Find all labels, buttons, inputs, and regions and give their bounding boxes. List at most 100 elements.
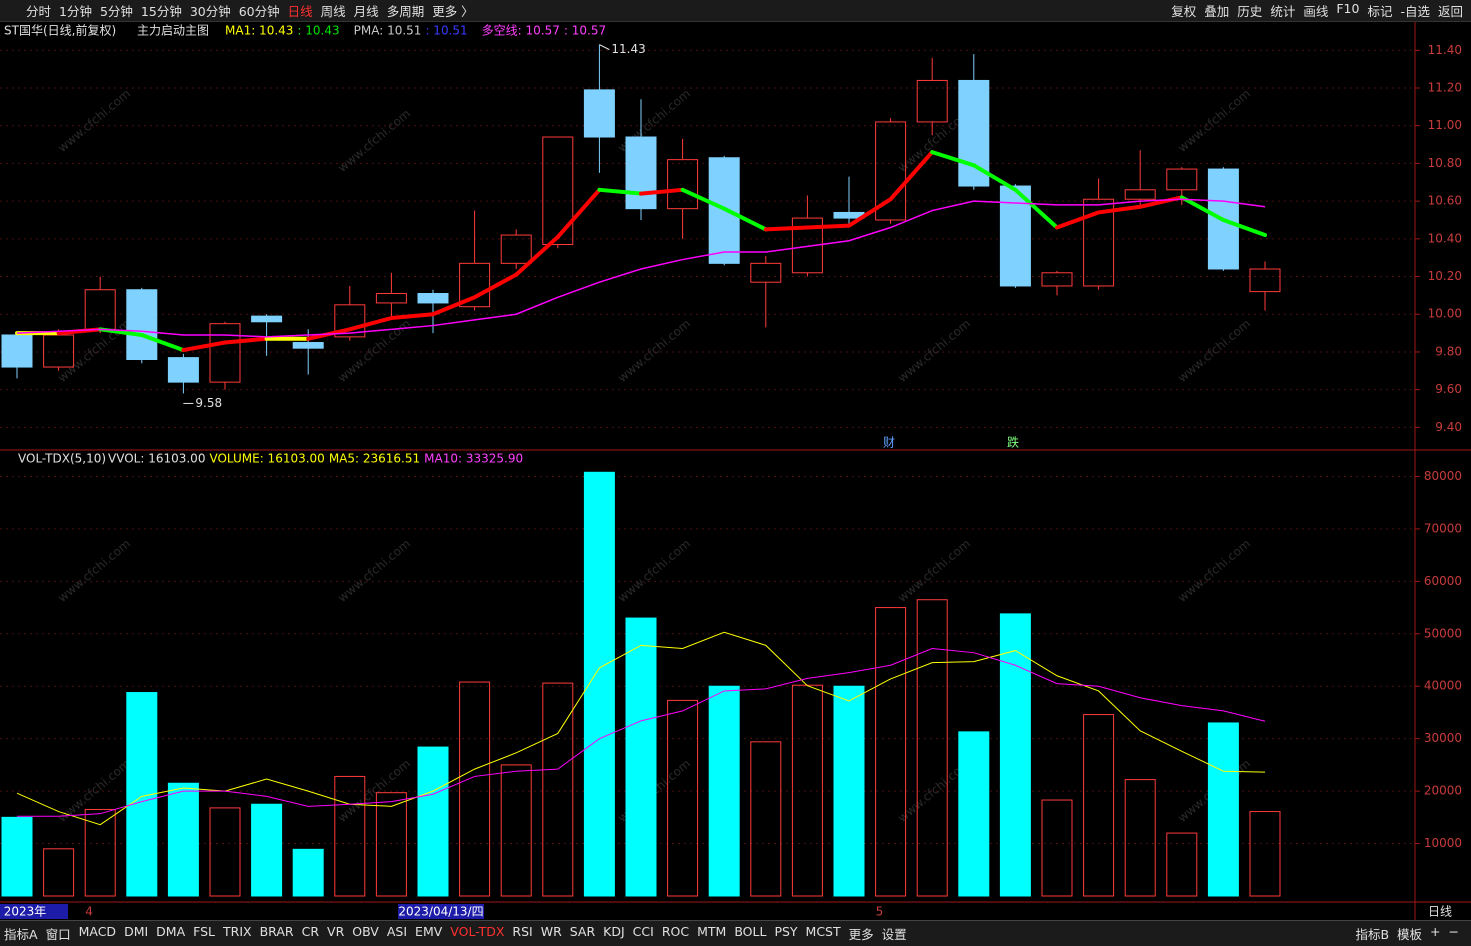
indicator-tab[interactable]: RSI: [512, 924, 533, 939]
indicator-tab[interactable]: 窗口: [45, 927, 71, 942]
watermark: www.cfchi.com: [895, 536, 973, 605]
tool-button[interactable]: 返回: [1437, 4, 1463, 19]
y-tick-label: 70000: [1424, 521, 1462, 535]
tool-button[interactable]: F10: [1336, 1, 1360, 16]
indicator-tab[interactable]: VOL-TDX: [450, 924, 505, 939]
indicator-tab[interactable]: FSL: [193, 924, 216, 939]
indicator-tool[interactable]: −: [1448, 924, 1459, 939]
indicator-tab[interactable]: SAR: [569, 924, 596, 939]
x-tick-label: 5: [876, 905, 884, 919]
indicator-tab[interactable]: EMV: [415, 924, 443, 939]
period-button[interactable]: 月线: [353, 4, 379, 19]
ma-line: [181, 340, 227, 353]
x-tick-label: 4: [85, 905, 93, 919]
indicator-tab[interactable]: 指标A: [4, 927, 38, 942]
volume-bar: [84, 808, 116, 897]
indicator-tab[interactable]: MACD: [78, 924, 117, 939]
indicator-tab[interactable]: CCI: [632, 924, 654, 939]
indicator-tab[interactable]: MTM: [697, 924, 727, 939]
volume-bar: [43, 848, 75, 897]
period-button[interactable]: 5分钟: [99, 4, 133, 19]
legend-entry: : 10.57: [564, 24, 606, 38]
volume-bar: [958, 731, 990, 897]
y-tick-label: 9.40: [1435, 420, 1462, 434]
indicator-tab[interactable]: WR: [540, 924, 562, 939]
legend-entry: MA1: 10.43: [225, 24, 293, 38]
candle-body: [1041, 272, 1073, 287]
candle-body: [958, 79, 990, 187]
period-button[interactable]: 多周期: [386, 4, 425, 19]
ma-line: [1055, 210, 1101, 230]
volume-bar: [292, 848, 324, 897]
volume-bar: [833, 685, 865, 897]
candle-body: [417, 293, 449, 304]
watermark: www.cfchi.com: [335, 106, 413, 175]
period-button[interactable]: 日线: [287, 4, 313, 19]
watermark: www.cfchi.com: [615, 316, 693, 385]
volume-bar: [375, 792, 407, 897]
period-button[interactable]: 更多 〉: [432, 4, 474, 19]
indicator-tab[interactable]: OBV: [352, 924, 379, 939]
indicator-tool[interactable]: 指标B: [1355, 927, 1390, 942]
volume-bar: [1124, 779, 1156, 897]
candle-body: [126, 289, 158, 360]
indicator-tab[interactable]: 设置: [881, 927, 907, 942]
ma-line: [472, 272, 519, 300]
tool-button[interactable]: 历史: [1237, 4, 1263, 19]
y-tick-label: 11.00: [1428, 118, 1462, 132]
indicator-tab[interactable]: DMA: [156, 924, 186, 939]
volume-bar: [251, 803, 283, 897]
tool-button[interactable]: 标记: [1367, 4, 1393, 19]
y-tick-label: 10.80: [1428, 156, 1462, 170]
period-button[interactable]: 15分钟: [140, 4, 182, 19]
ma-line: [888, 150, 935, 202]
candle-body: [1249, 268, 1281, 293]
period-button[interactable]: 周线: [320, 4, 346, 19]
volume-bar: [708, 685, 740, 897]
toolbar: 分时 1分钟 5分钟 15分钟 30分钟 60分钟 日线 周线 月线 多周期 更多 〉 复权 叠加 历史统…: [0, 0, 1471, 22]
indicator-tab[interactable]: 更多: [848, 927, 874, 942]
indicator-tab[interactable]: ROC: [661, 924, 690, 939]
ma-line: [1013, 187, 1059, 230]
indicator-tab[interactable]: BOLL: [734, 924, 767, 939]
legend-entry: MA5: 23616.51: [329, 452, 420, 466]
period-button[interactable]: 1分钟: [59, 4, 92, 19]
volume-bar: [209, 807, 241, 897]
y-tick-label: 11.20: [1428, 80, 1462, 94]
y-tick-label: 20000: [1424, 784, 1462, 798]
indicator-tab[interactable]: MCST: [805, 924, 841, 939]
volume-bar: [334, 775, 366, 897]
indicator-tab[interactable]: KDJ: [603, 924, 625, 939]
tool-button[interactable]: 复权: [1171, 4, 1197, 19]
tool-button[interactable]: 画线: [1303, 4, 1329, 19]
period-button[interactable]: 分时: [26, 4, 52, 19]
period-button[interactable]: 30分钟: [189, 4, 231, 19]
volume-bar: [1207, 722, 1239, 897]
indicator-tab[interactable]: DMI: [124, 924, 149, 939]
tool-buttons: 复权 叠加 历史 统计 画线 F10 标记 -自选 返回: [1167, 1, 1471, 20]
tool-button[interactable]: 叠加: [1204, 4, 1230, 19]
period-button[interactable]: 60分钟: [238, 4, 280, 19]
indicator-tab[interactable]: CR: [301, 924, 320, 939]
y-tick-label: 11.40: [1428, 43, 1462, 57]
indicator-tab[interactable]: ASI: [386, 924, 408, 939]
candle-body: [459, 262, 491, 308]
legend-entry: : 10.51: [425, 24, 467, 38]
volume-bar: [500, 764, 532, 897]
candle-body: [500, 234, 532, 264]
chart-subtitle: 主力启动主图: [137, 24, 209, 38]
indicator-tab[interactable]: TRIX: [223, 924, 252, 939]
tool-button[interactable]: 统计: [1270, 4, 1296, 19]
indicator-tab[interactable]: VR: [327, 924, 345, 939]
indicator-tab[interactable]: PSY: [774, 924, 798, 939]
indicator-tool[interactable]: +: [1430, 924, 1441, 939]
ma-line: [847, 197, 893, 228]
period-tabs: 分时 1分钟 5分钟 15分钟 30分钟 60分钟 日线 周线 月线 多周期 更多 〉: [0, 1, 478, 20]
tool-button[interactable]: -自选: [1400, 4, 1430, 19]
indicator-tab[interactable]: BRAR: [259, 924, 294, 939]
volume-bar: [1, 816, 33, 897]
y-tick-label: 50000: [1424, 626, 1462, 640]
legend-entry: : 10.43: [297, 24, 339, 38]
indicator-tool[interactable]: 模板: [1397, 927, 1423, 942]
